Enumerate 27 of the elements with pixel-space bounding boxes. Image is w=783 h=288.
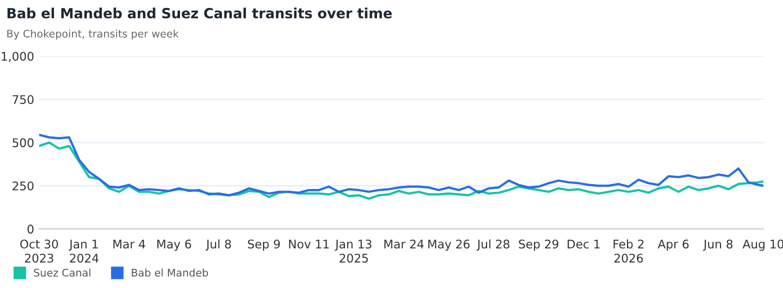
x-tick-label: Dec 1	[568, 240, 600, 249]
x-tick-label: Mar 4	[113, 240, 146, 249]
x-tick-label: Mar 24	[384, 240, 424, 249]
line-series	[39, 134, 764, 196]
x-tick-label: Sep 29	[518, 240, 558, 251]
y-tick-label: 1,000	[2, 52, 34, 62]
legend-label: Bab el Mandeb	[132, 268, 208, 277]
legend-label: Suez Canal	[34, 268, 90, 277]
chart-title: Bab el Mandeb and Suez Canal transits over time	[8, 8, 392, 18]
x-tick-label: May 26	[428, 240, 470, 251]
x-tick-label: Feb 2 2026	[614, 239, 644, 263]
y-tick-label: 500	[12, 138, 34, 148]
x-tick-label: Jul 28	[476, 239, 510, 251]
x-tick-label: Jan 13 2025	[334, 240, 372, 263]
x-tick-label: Sep 9	[248, 240, 280, 251]
x-tick-label: Jun 8	[703, 240, 733, 251]
x-tick-label: Oct 30 2023	[20, 240, 58, 263]
x-tick-label: Nov 11	[289, 240, 329, 249]
line-series	[39, 141, 764, 200]
x-tick-label: Jul 8	[206, 239, 231, 251]
x-tick-label: Jan 1 2024	[68, 240, 98, 263]
y-tick-label: 0	[28, 224, 34, 234]
y-tick-label: 750	[12, 95, 34, 104]
x-tick-label: Apr 6	[658, 240, 689, 251]
x-tick-label: May 6	[157, 240, 192, 251]
chart-subtitle: By Chokepoint, transits per week	[7, 30, 179, 40]
y-tick-label: 250	[12, 181, 34, 190]
